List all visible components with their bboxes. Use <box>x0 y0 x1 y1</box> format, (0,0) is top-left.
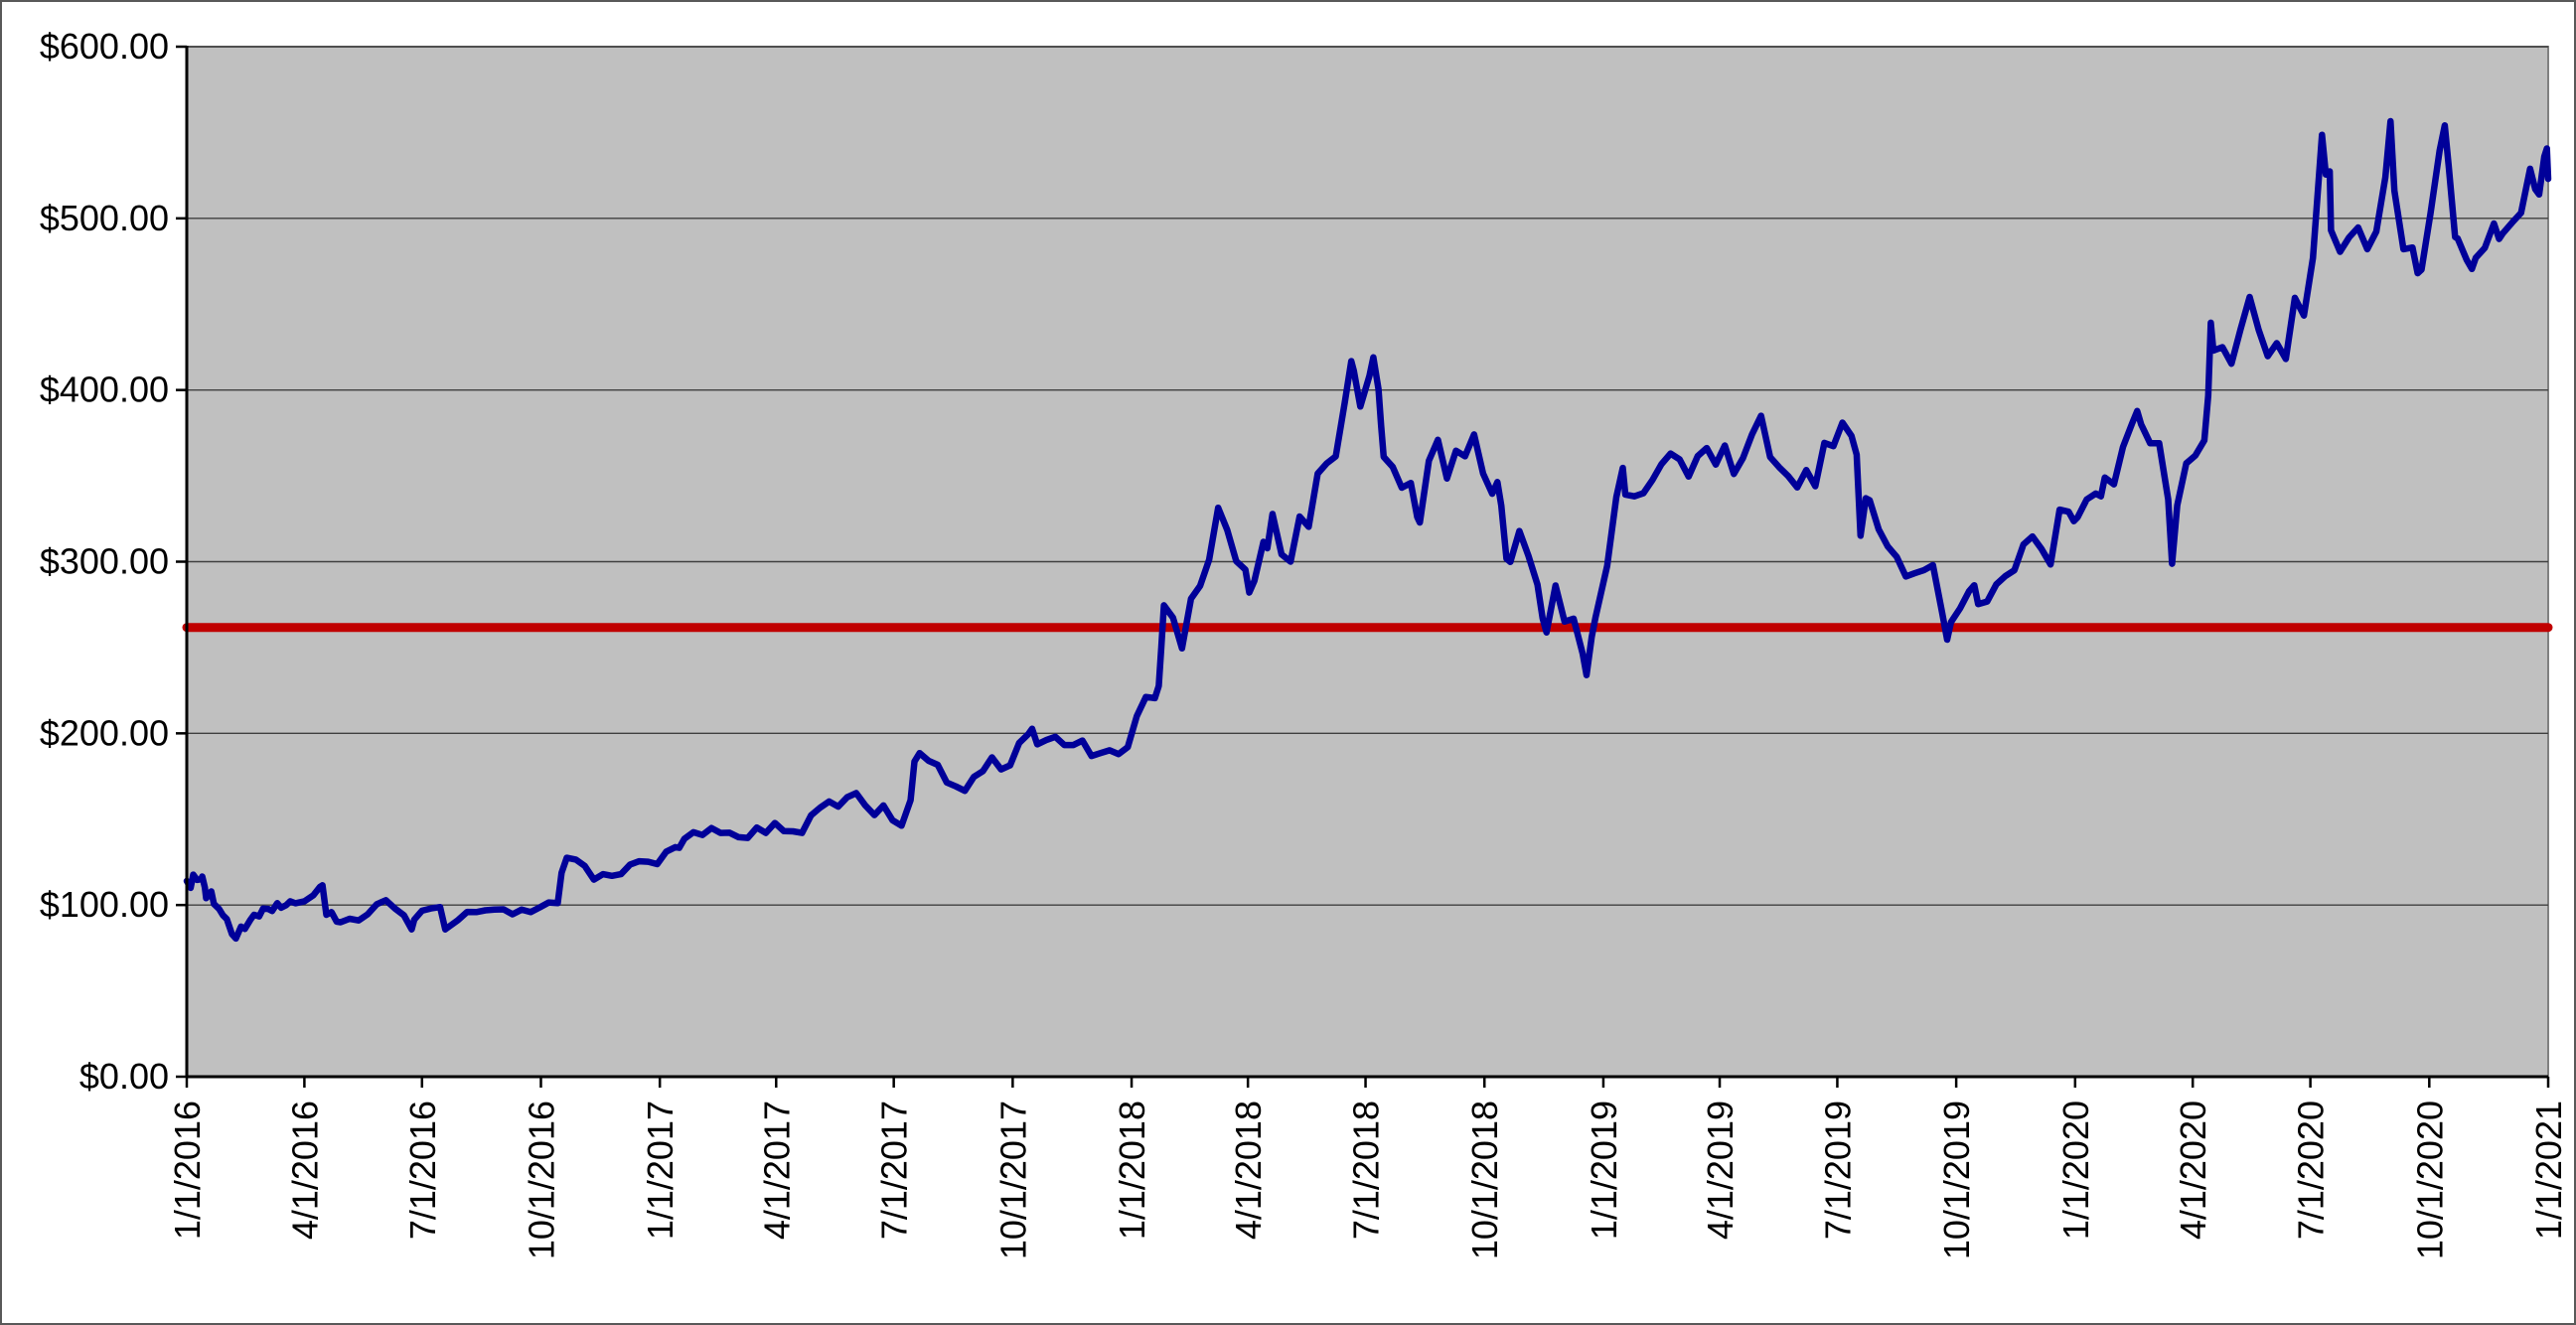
x-tick-label: 4/1/2018 <box>1228 1101 1269 1240</box>
y-tick-label: $100.00 <box>40 884 169 925</box>
x-tick-label: 4/1/2016 <box>284 1101 325 1240</box>
x-tick-label: 1/1/2018 <box>1112 1101 1152 1240</box>
x-tick-label: 10/1/2018 <box>1464 1101 1505 1259</box>
y-axis-tick-labels: $0.00 $100.00 $200.00 $300.00 $400.00 $500.00… <box>40 26 169 1097</box>
price-series <box>183 117 2552 943</box>
y-tick-label: $500.00 <box>40 198 169 238</box>
x-tick-label: 7/1/2019 <box>1817 1101 1858 1240</box>
gridlines <box>187 46 2548 906</box>
y-tick-label: $300.00 <box>40 541 169 582</box>
y-tick-label: $400.00 <box>40 369 169 410</box>
x-tick-label: 7/1/2017 <box>874 1101 915 1240</box>
x-tick-label: 4/1/2017 <box>756 1101 797 1240</box>
x-axis-tick-labels: 1/1/2016 4/1/2016 7/1/2016 10/1/2016 1/1/201… <box>167 1101 2569 1259</box>
x-tick-label: 1/1/2021 <box>2528 1101 2569 1240</box>
x-tick-label: 1/1/2017 <box>640 1101 681 1240</box>
x-tick-label: 7/1/2018 <box>1346 1101 1387 1240</box>
x-tick-label: 1/1/2020 <box>2055 1101 2096 1240</box>
x-axis-tick-marks <box>185 1077 2550 1088</box>
x-tick-label: 7/1/2016 <box>402 1101 443 1240</box>
x-tick-label: 10/1/2020 <box>2409 1101 2450 1259</box>
x-tick-label: 10/1/2019 <box>1936 1101 1977 1259</box>
y-tick-label: $200.00 <box>40 712 169 753</box>
price-line <box>183 117 2552 943</box>
x-tick-label: 10/1/2016 <box>521 1101 561 1259</box>
x-tick-label: 7/1/2020 <box>2291 1101 2332 1240</box>
x-tick-label: 4/1/2020 <box>2173 1101 2213 1240</box>
x-tick-label: 4/1/2019 <box>1700 1101 1741 1240</box>
y-tick-label: $0.00 <box>79 1056 169 1097</box>
y-axis-tick-marks <box>176 45 187 1079</box>
x-tick-label: 1/1/2019 <box>1584 1101 1624 1240</box>
x-tick-label: 10/1/2017 <box>992 1101 1033 1259</box>
x-tick-label: 1/1/2016 <box>167 1101 208 1240</box>
y-tick-label: $600.00 <box>40 26 169 67</box>
